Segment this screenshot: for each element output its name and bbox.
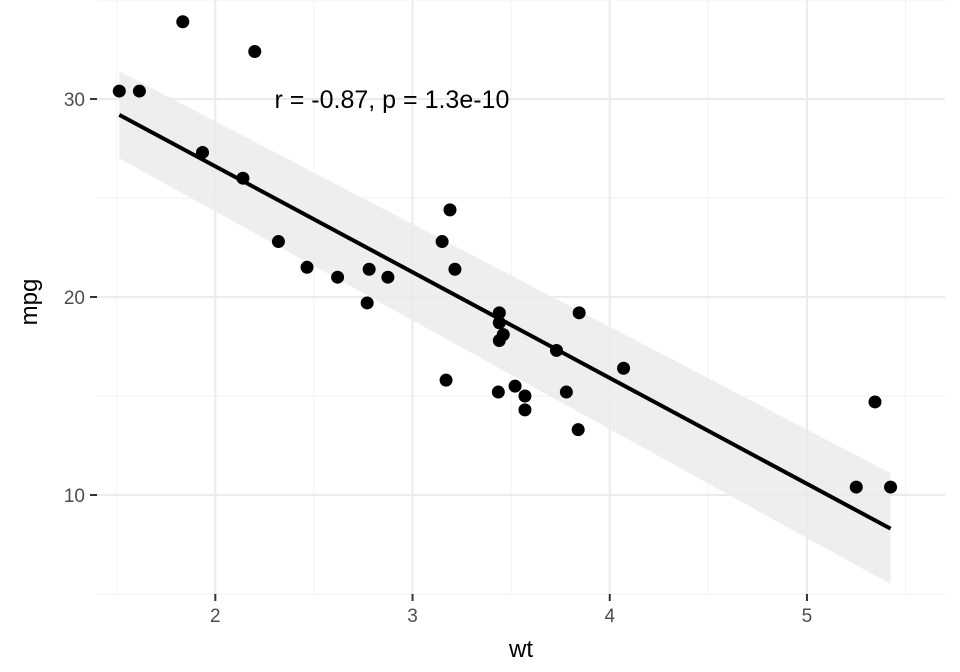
data-point xyxy=(331,270,345,284)
data-point xyxy=(492,334,506,348)
data-point xyxy=(559,385,573,399)
data-point xyxy=(362,262,376,276)
x-tick-label: 3 xyxy=(407,606,418,627)
data-point xyxy=(518,389,532,403)
y-axis-title: mpg xyxy=(16,279,43,326)
x-tick-label: 2 xyxy=(210,606,221,627)
data-point xyxy=(617,361,631,375)
data-point xyxy=(518,403,532,417)
x-tick-label: 5 xyxy=(802,606,813,627)
y-tick-label: 20 xyxy=(64,288,85,309)
y-axis-ticks: 10 20 30 xyxy=(64,90,97,507)
data-point xyxy=(381,270,395,284)
regression-line xyxy=(118,113,892,531)
data-point xyxy=(360,296,374,310)
confidence-band xyxy=(119,71,891,585)
data-point xyxy=(868,395,882,409)
data-point xyxy=(248,44,262,58)
data-point xyxy=(435,235,449,249)
data-point xyxy=(112,84,126,98)
data-point xyxy=(448,262,462,276)
data-point xyxy=(300,260,314,274)
data-points xyxy=(112,15,898,494)
data-point xyxy=(508,379,522,393)
data-point xyxy=(572,306,586,320)
data-point xyxy=(491,385,505,399)
data-point xyxy=(132,84,146,98)
x-axis-ticks: 2 3 4 5 xyxy=(210,594,812,627)
data-point xyxy=(849,480,863,494)
x-tick-label: 4 xyxy=(604,606,615,627)
data-point xyxy=(176,15,190,29)
data-point xyxy=(439,373,453,387)
data-point xyxy=(271,235,285,249)
correlation-annotation: r = -0.87, p = 1.3e-10 xyxy=(274,86,509,114)
data-point xyxy=(443,203,457,217)
x-axis-title: wt xyxy=(508,636,533,663)
data-point xyxy=(884,480,898,494)
data-point xyxy=(571,423,585,437)
y-tick-label: 10 xyxy=(64,486,85,507)
y-tick-label: 30 xyxy=(64,90,85,111)
